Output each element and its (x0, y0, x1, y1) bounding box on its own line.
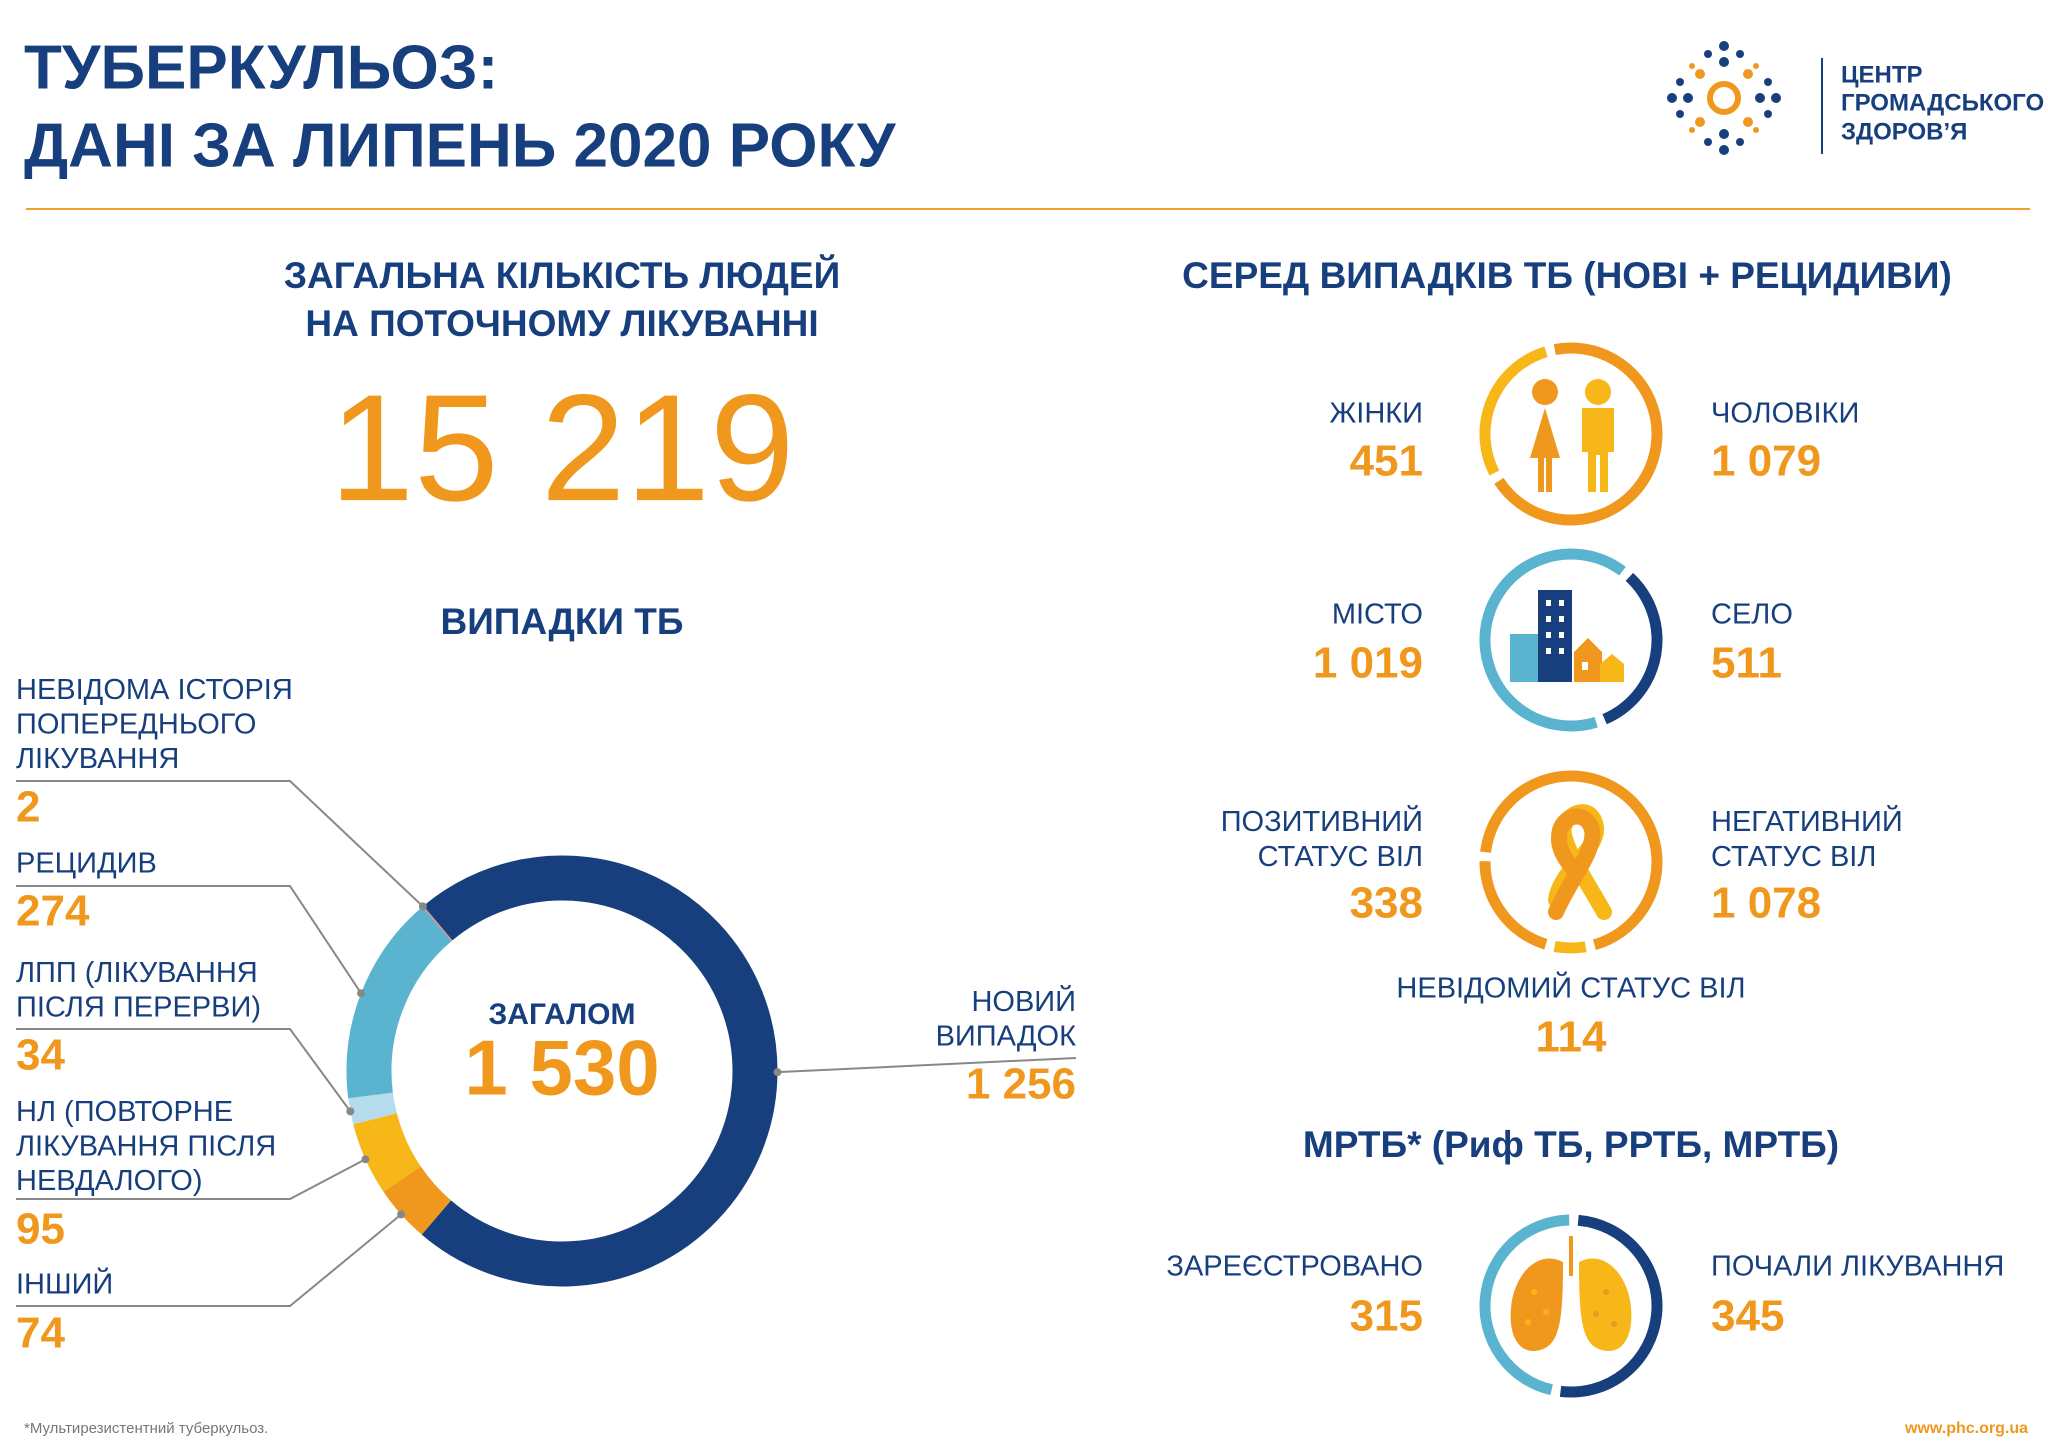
value-label: 95 (16, 1205, 65, 1254)
gender-icon (1530, 379, 1614, 492)
category-label: ПОЗИТИВНИЙ СТАТУС ВІЛ (1221, 804, 1423, 873)
value-label: 74 (16, 1309, 65, 1358)
logo-text: ГРОМАДСЬКОГО (1841, 89, 2044, 116)
chart-title: ВИПАДКИ ТБ (440, 601, 683, 642)
leader-line (16, 1028, 352, 1112)
leader-dot (773, 1068, 782, 1077)
leader-dot (346, 1107, 355, 1116)
value-label: 114 (1536, 1013, 1608, 1062)
category-label: СЕЛО (1711, 599, 1793, 631)
leader-dot (357, 989, 366, 998)
donut-segment (348, 1092, 397, 1125)
value-label: 1 256 (966, 1060, 1076, 1109)
section-title: СЕРЕД ВИПАДКІВ ТБ (НОВІ + РЕЦИДИВИ) (1182, 255, 1952, 296)
big-number: 15 219 (330, 363, 795, 533)
category-label: ПОЧАЛИ ЛІКУВАННЯ (1711, 1251, 2004, 1283)
leader-line (777, 1057, 1077, 1074)
title: ДАНІ ЗА ЛИПЕНЬ 2020 РОКУ (24, 111, 897, 180)
value-label: 338 (1350, 879, 1423, 928)
section-title: ЗАГАЛЬНА КІЛЬКІСТЬ ЛЮДЕЙ (284, 254, 840, 296)
leader-dot (397, 1210, 406, 1219)
category-label: НЕВІДОМИЙ СТАТУС ВІЛ (1396, 971, 1745, 1005)
ring-arc (1480, 770, 1663, 951)
category-label: МІСТО (1332, 599, 1423, 631)
donut-segment (421, 855, 778, 1287)
donut-segment (353, 1112, 422, 1192)
donut-segment (383, 1165, 452, 1235)
settlement-icon (1510, 590, 1624, 682)
value-label: 451 (1350, 437, 1423, 486)
center-label: ЗАГАЛОМ (489, 998, 636, 1031)
donut-segment (422, 905, 453, 942)
leader-line (16, 1158, 366, 1200)
center-value: 1 530 (464, 1024, 659, 1112)
category-label: ЖІНКИ (1329, 398, 1423, 430)
value-label: 511 (1711, 639, 1782, 688)
value-label: 2 (16, 783, 40, 832)
leader-dot (418, 902, 427, 911)
ring-arc (1602, 572, 1663, 725)
category-label: НОВИЙ ВИПАДОК (936, 984, 1077, 1053)
value-label: 1 079 (1711, 437, 1821, 486)
category-label: НЕВІДОМА ІСТОРІЯ ПОПЕРЕДНЬОГО ЛІКУВАННЯ (16, 674, 293, 775)
logo-text: ЦЕНТР (1841, 61, 1923, 88)
leader-line (16, 1213, 402, 1307)
lungs-icon (1510, 1236, 1632, 1352)
category-label: ЛПП (ЛІКУВАННЯ ПІСЛЯ ПЕРЕРВИ) (16, 957, 261, 1024)
ring-arc (1479, 1214, 1570, 1396)
value-label: 345 (1711, 1292, 1784, 1341)
ribbon-icon (1548, 804, 1612, 920)
ring-arc (1553, 940, 1587, 954)
ring-arc (1479, 346, 1548, 476)
category-label: РЕЦИДИВ (16, 848, 157, 880)
category-label: ЗАРЕЄСТРОВАНО (1166, 1251, 1423, 1283)
title: ТУБЕРКУЛЬОЗ: (24, 33, 498, 102)
leader-dot (361, 1155, 370, 1164)
category-label: НЕГАТИВНИЙ СТАТУС ВІЛ (1711, 804, 1903, 873)
ring-title: МРТБ* (Риф ТБ, РРТБ, МРТБ) (1303, 1124, 1839, 1165)
category-label: НЛ (ПОВТОРНЕ ЛІКУВАННЯ ПІСЛЯ НЕВДАЛОГО) (16, 1096, 276, 1197)
leader-line (16, 780, 424, 908)
logo-text: ЗДОРОВ’Я (1841, 118, 1967, 145)
leader-line (16, 885, 362, 994)
ring-arc (1479, 548, 1626, 732)
ring-arc (1479, 861, 1548, 950)
logo-mark (1667, 41, 1781, 155)
donut-segment (346, 906, 452, 1099)
value-label: 315 (1350, 1292, 1423, 1341)
ring-arc (1494, 342, 1663, 526)
footer-url: www.phc.org.ua (1904, 1420, 2028, 1437)
ring-arc (1559, 1214, 1663, 1398)
value-label: 274 (16, 887, 90, 936)
category-label: ЧОЛОВІКИ (1711, 398, 1859, 430)
value-label: 1 019 (1313, 639, 1423, 688)
value-label: 1 078 (1711, 879, 1821, 928)
footnote: *Мультирезистентний туберкульоз. (24, 1420, 268, 1437)
category-label: ІНШИЙ (16, 1267, 113, 1301)
section-title: НА ПОТОЧНОМУ ЛІКУВАННІ (305, 303, 818, 344)
value-label: 34 (16, 1031, 65, 1080)
